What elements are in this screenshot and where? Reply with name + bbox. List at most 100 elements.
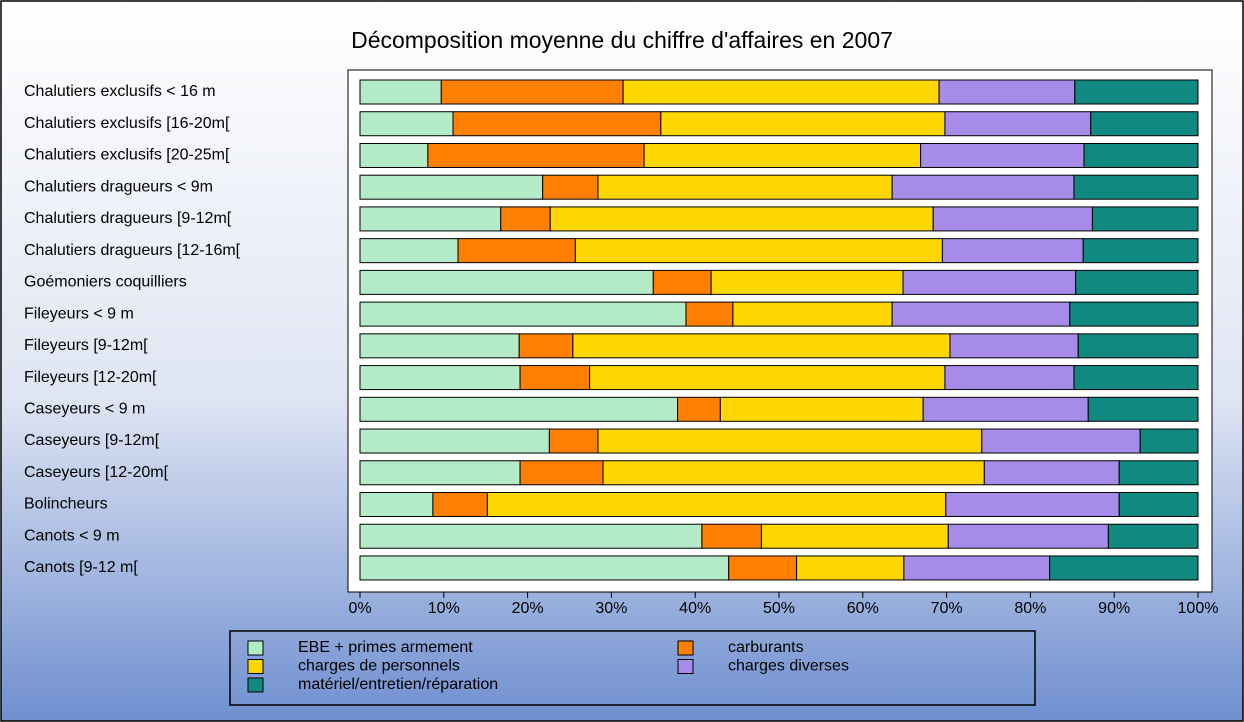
y-tick-label: Fileyeurs [9-12m[ <box>24 337 148 354</box>
bar-segment <box>359 333 520 359</box>
bar-segment <box>732 301 893 327</box>
bar-segment <box>701 523 762 549</box>
bar-segment <box>1107 523 1199 549</box>
x-tick-label: 20% <box>512 600 544 617</box>
bar-segment <box>760 523 949 549</box>
bar-segment <box>922 396 1089 422</box>
bar-segment <box>796 555 905 581</box>
bar-segment <box>597 174 893 200</box>
y-tick-label: Bolincheurs <box>24 496 108 513</box>
bar-segment <box>427 142 645 168</box>
x-tick-label: 50% <box>763 600 795 617</box>
bar-segment <box>359 491 434 517</box>
bar-segment <box>643 142 922 168</box>
legend-label: EBE + primes armement <box>298 639 473 656</box>
legend-label: carburants <box>728 639 804 656</box>
bar-segment <box>359 460 521 486</box>
bar-segment <box>949 333 1079 359</box>
bar-segment <box>622 79 940 105</box>
y-tick-label: Chalutiers dragueurs [12-16m[ <box>24 242 241 259</box>
bar-segment <box>1118 460 1199 486</box>
bar-segment <box>500 206 551 232</box>
bar-segment <box>359 396 679 422</box>
y-tick-label: Canots < 9 m <box>24 527 120 544</box>
bar-segment <box>1082 238 1199 264</box>
bar-segment <box>941 238 1084 264</box>
bar-segment <box>902 269 1077 295</box>
bar-segment <box>359 142 429 168</box>
bar-segment <box>602 460 985 486</box>
x-tick-label: 100% <box>1178 600 1219 617</box>
bar-segment <box>660 111 946 137</box>
chart-title: Décomposition moyenne du chiffre d'affai… <box>351 27 893 53</box>
bar-segment <box>677 396 721 422</box>
bar-segment <box>710 269 904 295</box>
bar-segment <box>932 206 1093 232</box>
y-tick-label: Chalutiers dragueurs [9-12m[ <box>24 210 232 227</box>
x-tick-label: 80% <box>1014 600 1046 617</box>
legend-swatch <box>247 659 264 674</box>
bar-segment <box>359 365 521 391</box>
y-tick-label: Fileyeurs < 9 m <box>24 305 134 322</box>
x-tick-label: 60% <box>847 600 879 617</box>
bar-segment <box>1077 333 1199 359</box>
bar-segment <box>920 142 1085 168</box>
bar-segment <box>359 428 550 454</box>
bar-segment <box>518 333 574 359</box>
bar-segment <box>519 460 604 486</box>
bar-segment <box>981 428 1141 454</box>
y-tick-label: Chalutiers exclusifs < 16 m <box>24 83 216 100</box>
bar-segment <box>359 238 459 264</box>
x-tick-label: 70% <box>931 600 963 617</box>
bar-segment <box>548 428 599 454</box>
legend-box <box>229 630 1036 706</box>
bar-segment <box>359 523 703 549</box>
y-tick-label: Chalutiers dragueurs < 9m <box>24 178 213 195</box>
bar-segment <box>652 269 712 295</box>
y-tick-label: Caseyeurs [12-20m[ <box>24 464 169 481</box>
bar-segment <box>891 174 1075 200</box>
bar-segment <box>452 111 662 137</box>
bar-segment <box>983 460 1120 486</box>
bar-segment <box>947 523 1109 549</box>
bar-segment <box>1049 555 1199 581</box>
bar-segment <box>1069 301 1199 327</box>
legend-label: charges de personnels <box>298 658 460 675</box>
legend-swatch <box>247 640 264 656</box>
bar-segment <box>519 365 591 391</box>
bar-segment <box>359 269 654 295</box>
bar-segment <box>359 111 454 137</box>
x-tick-label: 90% <box>1098 600 1130 617</box>
bar-segment <box>549 206 934 232</box>
bar-segment <box>944 111 1092 137</box>
x-tick-label: 30% <box>595 600 627 617</box>
bar-segment <box>1087 396 1199 422</box>
bar-segment <box>1075 269 1199 295</box>
bar-segment <box>1074 79 1199 105</box>
y-tick-label: Canots [9-12 m[ <box>24 559 138 576</box>
bar-segment <box>1073 174 1199 200</box>
bar-segment <box>597 428 983 454</box>
y-tick-label: Chalutiers exclusifs [16-20m[ <box>24 115 230 132</box>
bar-segment <box>938 79 1076 105</box>
bar-segment <box>359 79 442 105</box>
legend-swatch <box>677 659 694 674</box>
y-tick-label: Caseyeurs [9-12m[ <box>24 432 160 449</box>
bar-segment <box>486 491 947 517</box>
bar-segment <box>1118 491 1199 517</box>
bar-segment <box>728 555 798 581</box>
y-tick-label: Chalutiers exclusifs [20-25m[ <box>24 147 230 164</box>
bar-segment <box>1090 111 1199 137</box>
legend-label: charges diverses <box>728 658 849 675</box>
x-tick-label: 40% <box>679 600 711 617</box>
bar-segment <box>945 491 1120 517</box>
bar-segment <box>572 333 951 359</box>
bar-segment <box>1091 206 1199 232</box>
bar-segment <box>903 555 1051 581</box>
x-tick-label: 0% <box>348 600 371 617</box>
y-tick-label: Goémoniers coquilliers <box>24 274 187 291</box>
bar-segment <box>542 174 599 200</box>
legend-swatch <box>247 677 264 693</box>
bar-segment <box>457 238 576 264</box>
